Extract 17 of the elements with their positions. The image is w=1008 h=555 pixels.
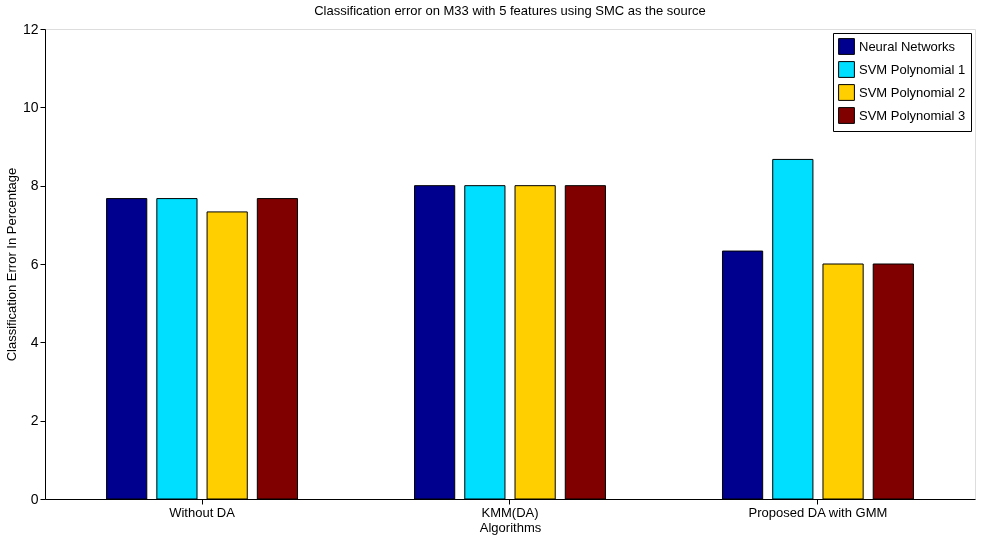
y-tick-label: 6 [30, 255, 39, 272]
y-tick-label: 2 [30, 412, 39, 429]
y-tick-label: 10 [22, 98, 39, 115]
x-tick-label: Proposed DA with GMM [748, 504, 888, 520]
y-axis-title: Classification Error In Percentage [3, 167, 19, 362]
x-tick-label: Without DA [169, 504, 236, 520]
y-tick-label: 0 [30, 490, 39, 507]
y-tick-label: 12 [22, 20, 39, 37]
y-tick-label: 4 [30, 333, 39, 350]
legend-label: SVM Polynomial 2 [859, 84, 966, 100]
chart-title: Classification error on M33 with 5 features using SMC as the source [314, 3, 706, 18]
x-axis-title: Algorithms [479, 519, 542, 535]
legend-label: Neural Networks [859, 38, 956, 54]
y-tick-label: 8 [30, 177, 39, 194]
legend-label: SVM Polynomial 1 [859, 61, 966, 77]
legend-label: SVM Polynomial 3 [859, 107, 966, 123]
x-tick-label: KMM(DA) [481, 504, 539, 520]
